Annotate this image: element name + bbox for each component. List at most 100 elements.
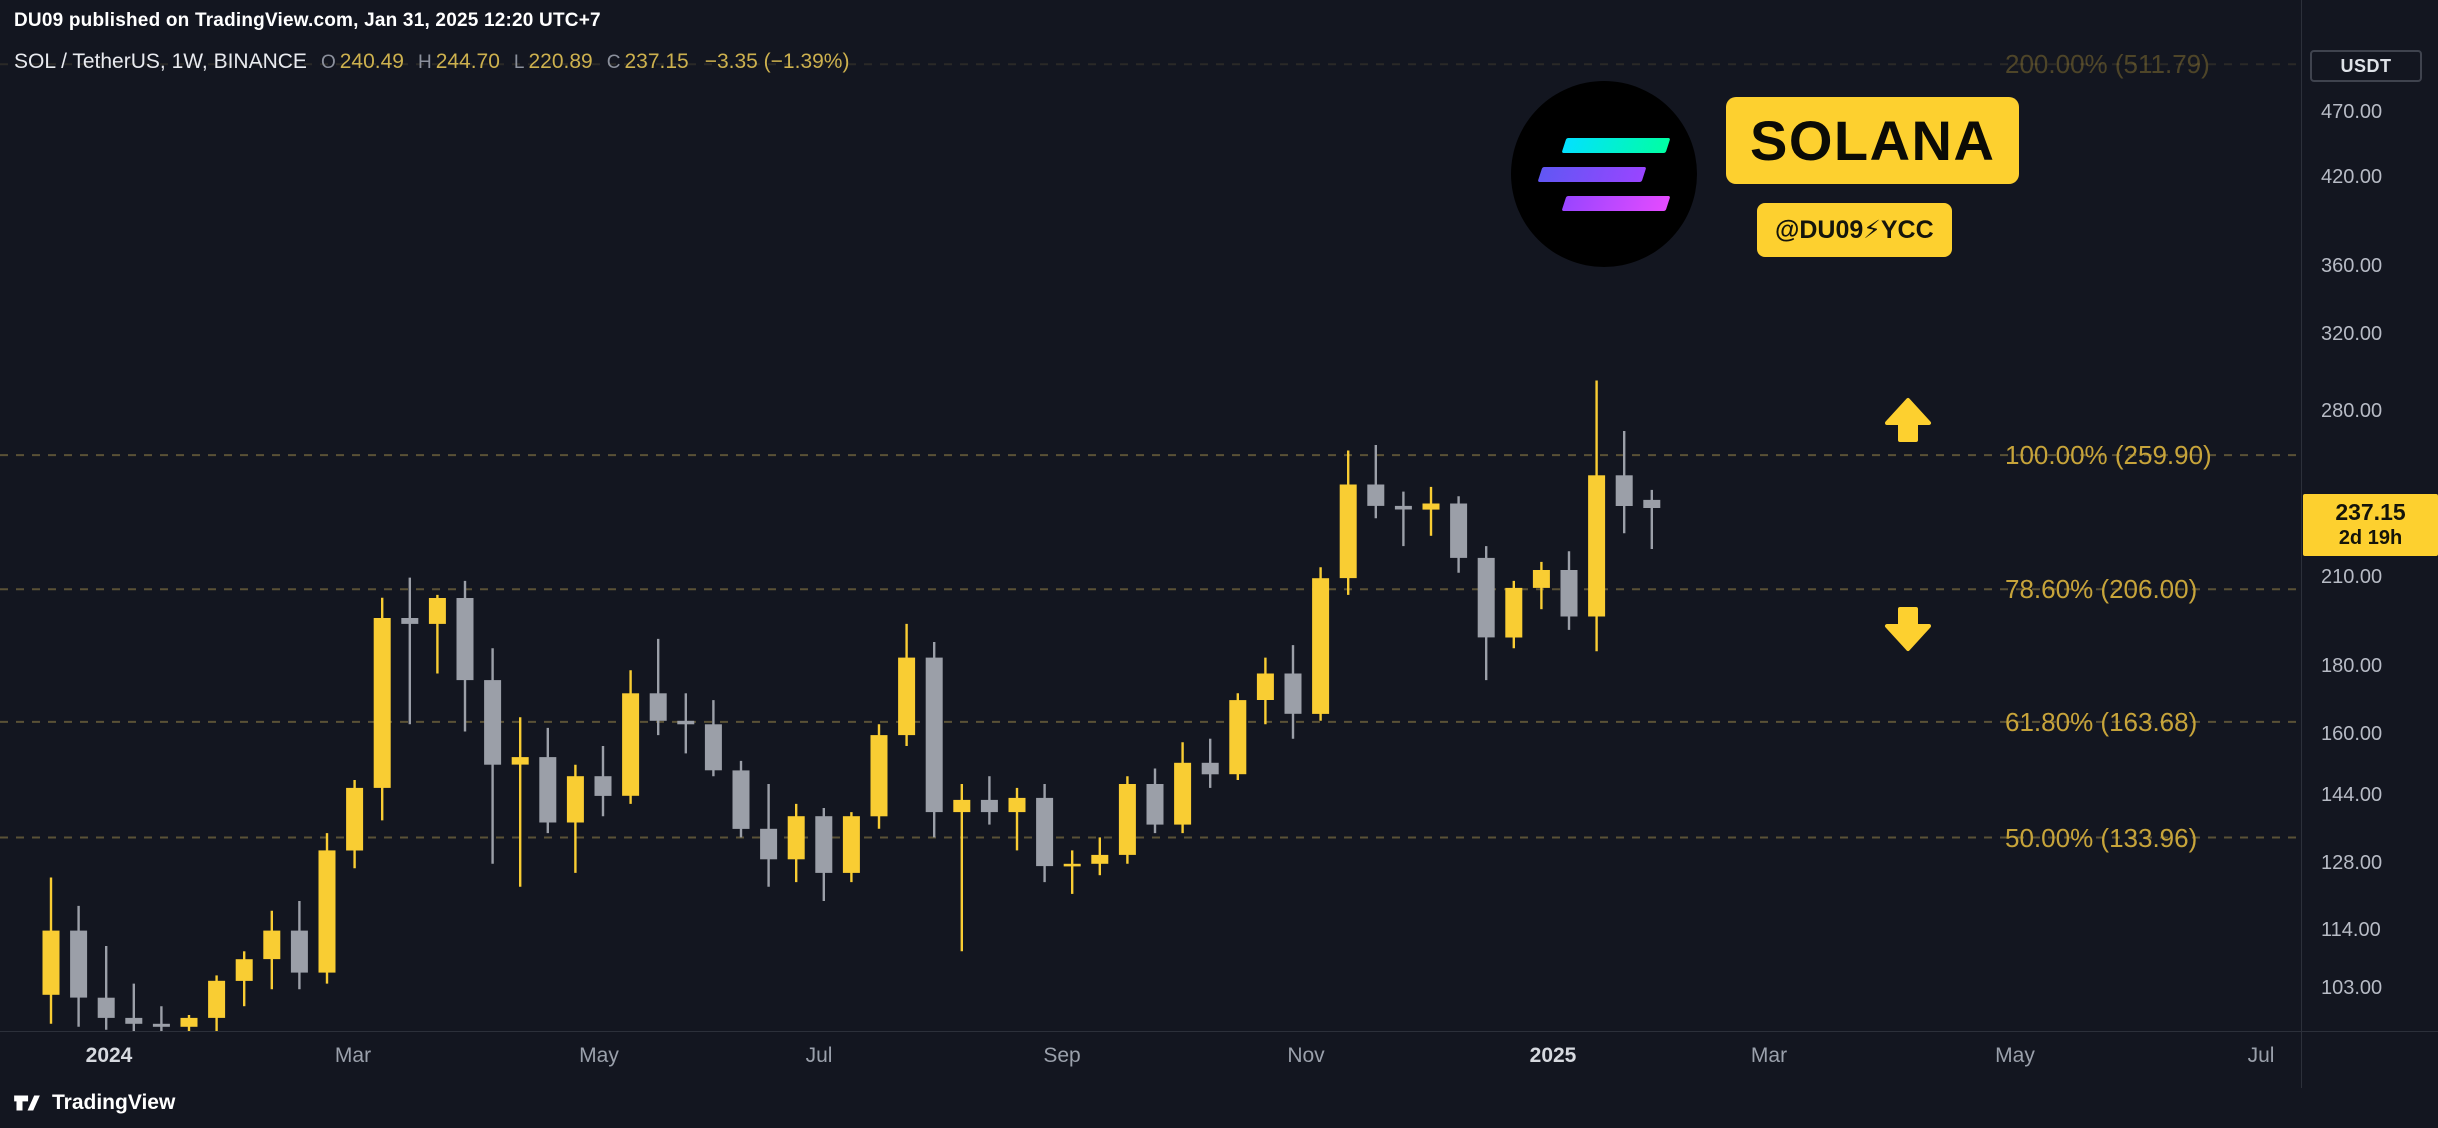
time-axis-separator bbox=[0, 1031, 2438, 1032]
ohlc-values: O 240.49 H 244.70 L 220.89 C 237.15 bbox=[307, 50, 689, 74]
candle bbox=[539, 727, 557, 834]
candle bbox=[760, 784, 778, 887]
currency-toggle-button[interactable]: USDT bbox=[2310, 50, 2422, 82]
candle bbox=[1312, 567, 1330, 721]
candle bbox=[732, 760, 750, 838]
price-axis[interactable]: USDT 237.15 2d 19h 470.00 420.00 360.00 320… bbox=[2301, 0, 2438, 1088]
candle bbox=[594, 746, 612, 817]
time-axis[interactable]: 2024 Mar May Jul Sep Nov 2025 Mar May Jul bbox=[0, 1031, 2438, 1088]
candle bbox=[97, 946, 115, 1030]
price-tick: 128.00 bbox=[2321, 851, 2383, 874]
last-price-badge: 237.15 2d 19h bbox=[2303, 494, 2438, 556]
candle bbox=[1339, 450, 1357, 595]
ohlc-key: O bbox=[320, 52, 336, 73]
candle bbox=[42, 877, 60, 1024]
solana-title-badge: SOLANA bbox=[1726, 97, 2020, 184]
price-tick: 280.00 bbox=[2321, 400, 2383, 423]
ohlc-key: L bbox=[513, 52, 525, 73]
candle bbox=[1450, 496, 1468, 573]
candle bbox=[1063, 850, 1081, 894]
price-tick: 180.00 bbox=[2321, 655, 2383, 678]
chart-legend: SOL / TetherUS, 1W, BINANCE O 240.49 H 244.… bbox=[14, 50, 849, 74]
solana-logo bbox=[1511, 81, 1697, 267]
candle bbox=[815, 808, 833, 901]
candle bbox=[649, 638, 667, 736]
time-tick: Sep bbox=[1043, 1044, 1081, 1067]
candle bbox=[1367, 445, 1385, 519]
candle bbox=[1118, 776, 1136, 864]
candle bbox=[1477, 546, 1495, 681]
candle bbox=[566, 764, 584, 873]
candle bbox=[401, 577, 419, 725]
price-tick: 470.00 bbox=[2321, 101, 2383, 124]
solana-logo-bar-bottom bbox=[1561, 195, 1671, 211]
price-tick: 360.00 bbox=[2321, 255, 2383, 278]
candle bbox=[677, 693, 695, 754]
candle bbox=[1394, 491, 1412, 547]
ohlc-value: 220.89 bbox=[528, 50, 593, 73]
ohlc-value: 244.70 bbox=[435, 50, 500, 73]
candle bbox=[1505, 580, 1523, 649]
footer-brand-link[interactable]: TradingView bbox=[12, 1088, 175, 1118]
candle bbox=[1422, 486, 1440, 536]
time-tick: Jul bbox=[805, 1044, 833, 1067]
candle bbox=[980, 776, 998, 825]
candle bbox=[1008, 787, 1026, 851]
candle bbox=[704, 700, 722, 777]
ohlc-key: C bbox=[606, 52, 621, 73]
time-tick: 2024 bbox=[85, 1044, 133, 1067]
chart-canvas[interactable] bbox=[0, 0, 2301, 1031]
candle bbox=[1036, 784, 1054, 883]
publish-attribution: DU09 published on TradingView.com, Jan 3… bbox=[14, 10, 601, 31]
candle bbox=[1229, 693, 1247, 780]
ohlc-value: 237.15 bbox=[624, 50, 689, 73]
candle bbox=[925, 642, 943, 838]
author-handle-badge: @DU09⚡YCC bbox=[1757, 203, 1952, 257]
candle bbox=[208, 975, 226, 1031]
candle bbox=[263, 910, 281, 990]
candle bbox=[870, 724, 888, 829]
candle bbox=[456, 580, 474, 732]
price-tick: 103.00 bbox=[2321, 977, 2383, 1000]
candle bbox=[290, 901, 308, 990]
price-tick: 160.00 bbox=[2321, 723, 2383, 746]
ohlc-value: 240.49 bbox=[339, 50, 404, 73]
solana-logo-bar-top bbox=[1561, 137, 1671, 153]
candle bbox=[1615, 431, 1633, 534]
ohlc-key: H bbox=[417, 52, 432, 73]
time-tick: Mar bbox=[1750, 1044, 1788, 1067]
candle-countdown: 2d 19h bbox=[2338, 527, 2403, 549]
candle bbox=[898, 623, 916, 746]
symbol-title[interactable]: SOL / TetherUS, 1W, BINANCE bbox=[14, 50, 307, 73]
candle bbox=[373, 597, 391, 821]
candle bbox=[484, 648, 502, 864]
price-tick: 210.00 bbox=[2321, 566, 2383, 589]
candle bbox=[70, 905, 88, 1027]
candle bbox=[180, 1015, 198, 1031]
time-tick: 2025 bbox=[1529, 1044, 1577, 1067]
price-tick: 114.00 bbox=[2321, 918, 2381, 941]
candle bbox=[235, 951, 253, 1007]
solana-logo-bar-middle bbox=[1537, 166, 1647, 182]
time-tick: Nov bbox=[1287, 1044, 1325, 1067]
candle bbox=[1201, 738, 1219, 788]
candle bbox=[1146, 768, 1164, 834]
candle bbox=[1643, 489, 1661, 549]
candle bbox=[346, 780, 364, 869]
candle bbox=[1560, 551, 1578, 630]
candle bbox=[1091, 837, 1109, 876]
candle bbox=[1174, 742, 1192, 834]
candle bbox=[152, 1006, 170, 1031]
time-tick: May bbox=[1995, 1044, 2035, 1067]
change-value: −3.35 (−1.39%) bbox=[704, 50, 850, 73]
candle bbox=[622, 670, 640, 804]
candle bbox=[953, 784, 971, 952]
time-tick: Mar bbox=[334, 1044, 372, 1067]
candle bbox=[1256, 657, 1274, 725]
candle bbox=[787, 803, 805, 883]
last-price-value: 237.15 bbox=[2335, 499, 2406, 525]
candle bbox=[125, 983, 143, 1031]
candle bbox=[318, 833, 336, 984]
time-tick: Jul bbox=[2247, 1044, 2275, 1067]
candle bbox=[1588, 380, 1606, 652]
